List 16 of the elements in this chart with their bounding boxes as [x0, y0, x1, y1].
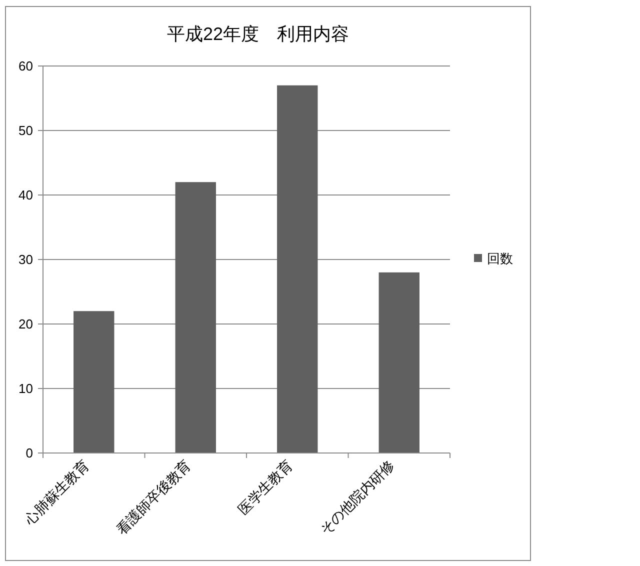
bar	[175, 182, 216, 453]
y-tick-label: 20	[18, 316, 33, 332]
bar	[74, 311, 114, 453]
chart-title: 平成22年度 利用内容	[166, 24, 350, 44]
y-tick-label: 50	[18, 123, 33, 138]
x-tick-label: 医学生教育	[234, 456, 296, 518]
y-tick-label: 40	[18, 188, 33, 202]
x-tick-label: 看護師卒後教育	[113, 456, 194, 538]
y-tick-label: 60	[18, 58, 33, 74]
y-tick-label: 30	[18, 252, 33, 267]
bar	[277, 85, 318, 453]
legend-label: 回数	[487, 251, 513, 266]
x-tick-label: その他院内研修	[316, 456, 398, 538]
y-tick-label: 10	[18, 381, 33, 396]
legend: 回数	[474, 251, 513, 266]
bar	[378, 272, 420, 453]
